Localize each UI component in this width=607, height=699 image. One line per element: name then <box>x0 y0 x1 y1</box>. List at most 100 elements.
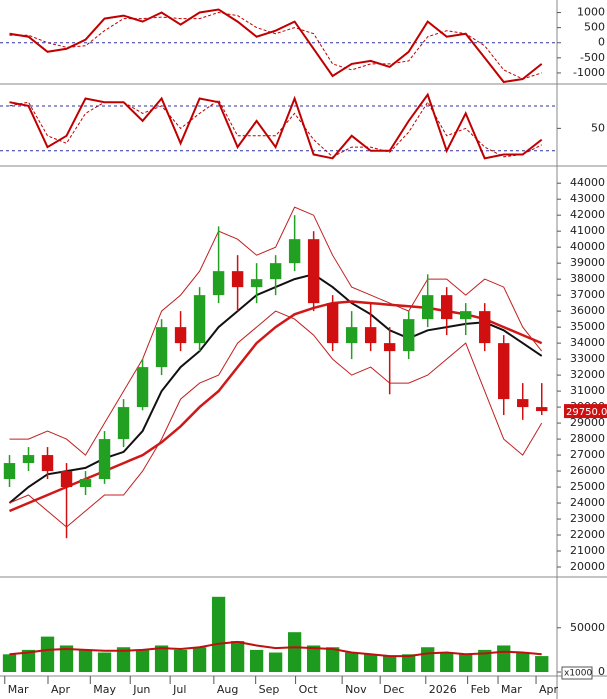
y-tick-label: 39000 <box>570 256 605 269</box>
candle-body <box>79 479 92 488</box>
volume-bar <box>21 649 36 672</box>
x-tick-label: Apr <box>539 683 559 696</box>
x-tick-label: Feb <box>471 683 490 696</box>
indicator-line <box>9 8 543 84</box>
candle-body <box>383 343 396 352</box>
y-tick-label: 25000 <box>570 480 605 493</box>
candle-body <box>479 311 491 344</box>
y-tick-label: -1000 <box>573 66 605 79</box>
x-tick-label: Sep <box>259 683 280 696</box>
volume-bar <box>230 641 245 672</box>
volume-bar <box>192 647 207 672</box>
volume-bar <box>268 652 283 672</box>
x-tick-label: Apr <box>51 683 71 696</box>
volume-bar <box>78 649 93 672</box>
y-tick-label: 50 <box>591 121 605 134</box>
indicator-line <box>9 99 542 158</box>
y-tick-label: 40000 <box>570 240 605 253</box>
candle-body <box>117 407 130 440</box>
volume-bar <box>211 596 226 672</box>
y-tick-label: 27000 <box>570 448 605 461</box>
candle-body <box>22 455 35 464</box>
volume-bar <box>249 649 264 672</box>
y-tick-label: 33000 <box>570 352 605 365</box>
y-tick-label: 21000 <box>570 544 605 557</box>
x-tick-label: Nov <box>345 683 367 696</box>
candle-body <box>402 319 415 352</box>
candle-body <box>98 439 111 480</box>
volume-bar <box>383 656 397 672</box>
candle-body <box>41 455 54 472</box>
overlay-line <box>9 206 543 456</box>
price-tag <box>564 404 607 419</box>
candle-body <box>155 327 168 368</box>
y-tick-label: 42000 <box>570 208 605 221</box>
candle-body <box>345 327 358 344</box>
candle-body <box>326 303 339 344</box>
volume-bar <box>402 654 416 672</box>
volume-bar <box>287 632 302 672</box>
volume-bar <box>535 656 549 672</box>
x-tick-label: Mar <box>8 683 29 696</box>
volume-bar <box>478 649 492 672</box>
volume-bar <box>59 645 74 672</box>
y-tick-label: 500 <box>584 21 605 34</box>
candle-body <box>3 463 16 480</box>
x-tick-label: Aug <box>217 683 238 696</box>
y-tick-label: 20000 <box>570 560 605 573</box>
volume-bar <box>97 652 112 672</box>
volume-bar <box>2 654 17 672</box>
volume-bar <box>135 649 150 672</box>
y-tick-label: -500 <box>580 51 605 64</box>
overlay-line <box>9 300 543 513</box>
y-tick-label: 0 <box>598 665 605 678</box>
x-tick-label: 2026 <box>429 683 457 696</box>
y-tick-label: 0 <box>598 36 605 49</box>
volume-bar <box>345 652 359 672</box>
y-tick-label: 50000 <box>570 621 605 634</box>
y-tick-label: 36000 <box>570 304 605 317</box>
indicator-line <box>9 92 543 160</box>
volume-bar <box>421 647 435 672</box>
y-tick-label: 24000 <box>570 496 605 509</box>
unit-box <box>561 666 593 680</box>
candle-body <box>269 263 282 280</box>
x-tick-label: Mar <box>501 683 522 696</box>
volume-bar <box>497 645 511 672</box>
volume-bar <box>116 647 131 672</box>
price-tag-label: 29750.00 <box>566 407 607 418</box>
candle-body <box>440 295 453 320</box>
y-tick-label: 23000 <box>570 512 605 525</box>
unit-label: x1000 <box>564 669 593 679</box>
candle-body <box>60 471 73 488</box>
candle-body <box>136 367 149 408</box>
volume-bar <box>516 652 530 672</box>
y-tick-label: 31000 <box>570 384 605 397</box>
y-tick-label: 26000 <box>570 464 605 477</box>
indicator-line <box>9 11 542 80</box>
y-tick-label: 37000 <box>570 288 605 301</box>
x-tick-label: Oct <box>299 683 319 696</box>
candle-body <box>212 271 225 296</box>
volume-bar <box>154 645 169 672</box>
candle-body <box>498 343 510 400</box>
candle-body <box>231 271 244 288</box>
y-tick-label: 29000 <box>570 416 605 429</box>
volume-bar <box>40 636 55 672</box>
candle-body <box>517 399 529 408</box>
y-tick-label: 34000 <box>570 336 605 349</box>
y-tick-label: 38000 <box>570 272 605 285</box>
candle-body <box>288 239 301 264</box>
y-tick-label: 22000 <box>570 528 605 541</box>
candle-body <box>250 279 263 288</box>
x-tick-label: May <box>93 683 116 696</box>
volume-bar <box>459 654 473 672</box>
y-tick-label: 35000 <box>570 320 605 333</box>
x-tick-label: Dec <box>383 683 404 696</box>
y-tick-label: 43000 <box>570 192 605 205</box>
volume-bar <box>440 652 454 672</box>
candle-body <box>193 295 206 344</box>
volume-bar <box>173 649 188 672</box>
